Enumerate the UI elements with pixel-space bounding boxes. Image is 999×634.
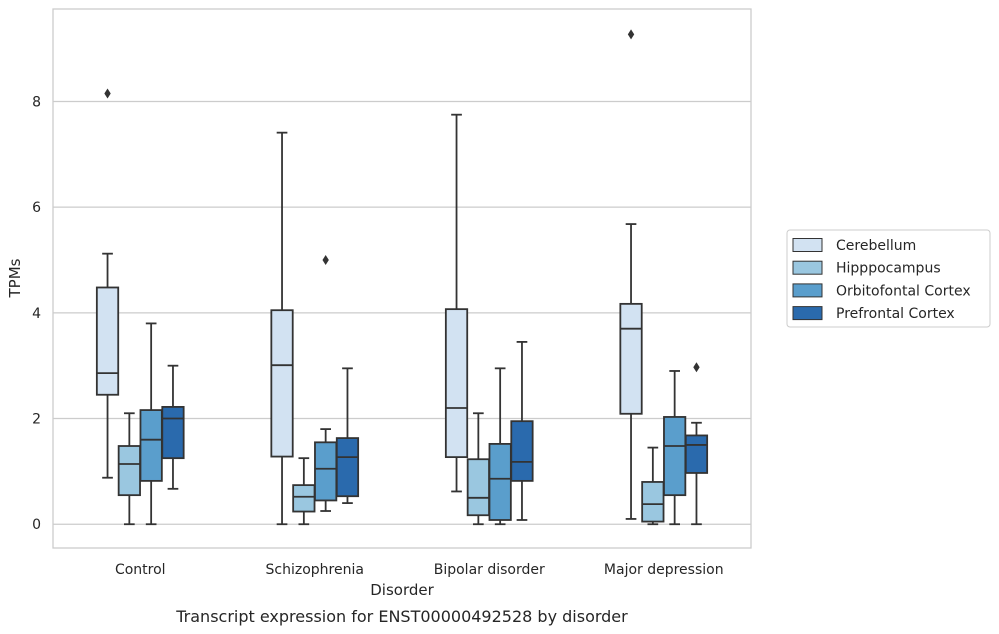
box-body <box>292 484 316 513</box>
legend-swatch <box>792 306 823 321</box>
outlier-point <box>322 255 329 266</box>
outlier-point <box>693 362 700 373</box>
box-body <box>117 445 141 497</box>
y-tick-label: 2 <box>32 412 41 428</box>
box-body <box>684 434 709 474</box>
box-hipppocampus <box>641 446 665 526</box>
x-tick-label: Schizophrenia <box>266 562 364 578</box>
box-prefrontal-cortex <box>335 367 360 504</box>
y-tick-label: 8 <box>32 94 41 110</box>
box-body <box>161 406 185 460</box>
box-prefrontal-cortex <box>684 362 709 526</box>
box-cerebellum <box>270 131 294 526</box>
y-tick-label: 0 <box>32 517 41 533</box>
outlier-point <box>104 88 111 99</box>
box-body <box>619 302 643 415</box>
legend-frame <box>786 229 991 328</box>
box-cerebellum <box>619 29 643 520</box>
box-body <box>466 458 490 517</box>
y-tick-label: 4 <box>32 306 41 322</box>
y-tick-labels: 0 2 4 6 8 <box>32 94 41 533</box>
box-orbitofontal-cortex <box>314 255 338 512</box>
legend-swatch <box>792 283 823 298</box>
legend-label: Orbitofontal Cortex <box>836 283 971 299</box>
x-tick-labels: Control Schizophrenia Bipolar disorder Majo… <box>115 562 724 578</box>
legend-swatch <box>792 260 823 275</box>
x-axis-title: Disorder <box>370 581 434 599</box>
box-body <box>95 286 120 396</box>
box-orbitofontal-cortex <box>663 370 687 526</box>
x-tick-label: Control <box>115 562 166 578</box>
box-cerebellum <box>95 88 120 479</box>
plot-frame <box>52 8 752 549</box>
box-prefrontal-cortex <box>161 364 185 490</box>
box-orbitofontal-cortex <box>488 367 512 526</box>
box-body <box>270 309 294 458</box>
box-groups <box>95 29 709 526</box>
legend-label: Prefrontal Cortex <box>836 306 955 322</box>
legend-label: Hipppocampus <box>836 261 941 277</box>
legend: Cerebellum Hipppocampus Orbitofontal Corte… <box>786 229 991 328</box>
x-tick-label: Major depression <box>604 562 724 578</box>
box-body <box>510 420 534 482</box>
box-body <box>335 437 360 498</box>
chart-caption: Transcript expression for ENST0000049252… <box>175 607 628 626</box>
box-body <box>139 409 163 482</box>
y-axis-title: TPMs <box>6 258 24 298</box>
outlier-point <box>627 29 635 40</box>
box-body <box>444 308 469 459</box>
box-body <box>641 481 665 523</box>
x-tick-label: Bipolar disorder <box>434 562 545 578</box>
box-body <box>663 416 687 497</box>
legend-swatch <box>792 238 823 252</box>
box-cerebellum <box>444 113 469 493</box>
legend-label: Cerebellum <box>836 238 916 254</box>
y-tick-label: 6 <box>32 200 41 216</box>
box-body <box>314 441 338 502</box>
box-orbitofontal-cortex <box>139 322 163 526</box>
box-body <box>488 442 512 521</box>
box-prefrontal-cortex <box>510 341 534 521</box>
